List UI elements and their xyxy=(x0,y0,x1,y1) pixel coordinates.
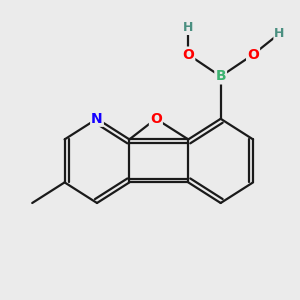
Text: H: H xyxy=(183,21,194,34)
Text: N: N xyxy=(91,112,103,126)
Text: O: O xyxy=(247,48,259,62)
Text: B: B xyxy=(215,69,226,83)
Text: H: H xyxy=(274,27,285,40)
Text: O: O xyxy=(182,48,194,62)
Text: O: O xyxy=(150,112,162,126)
